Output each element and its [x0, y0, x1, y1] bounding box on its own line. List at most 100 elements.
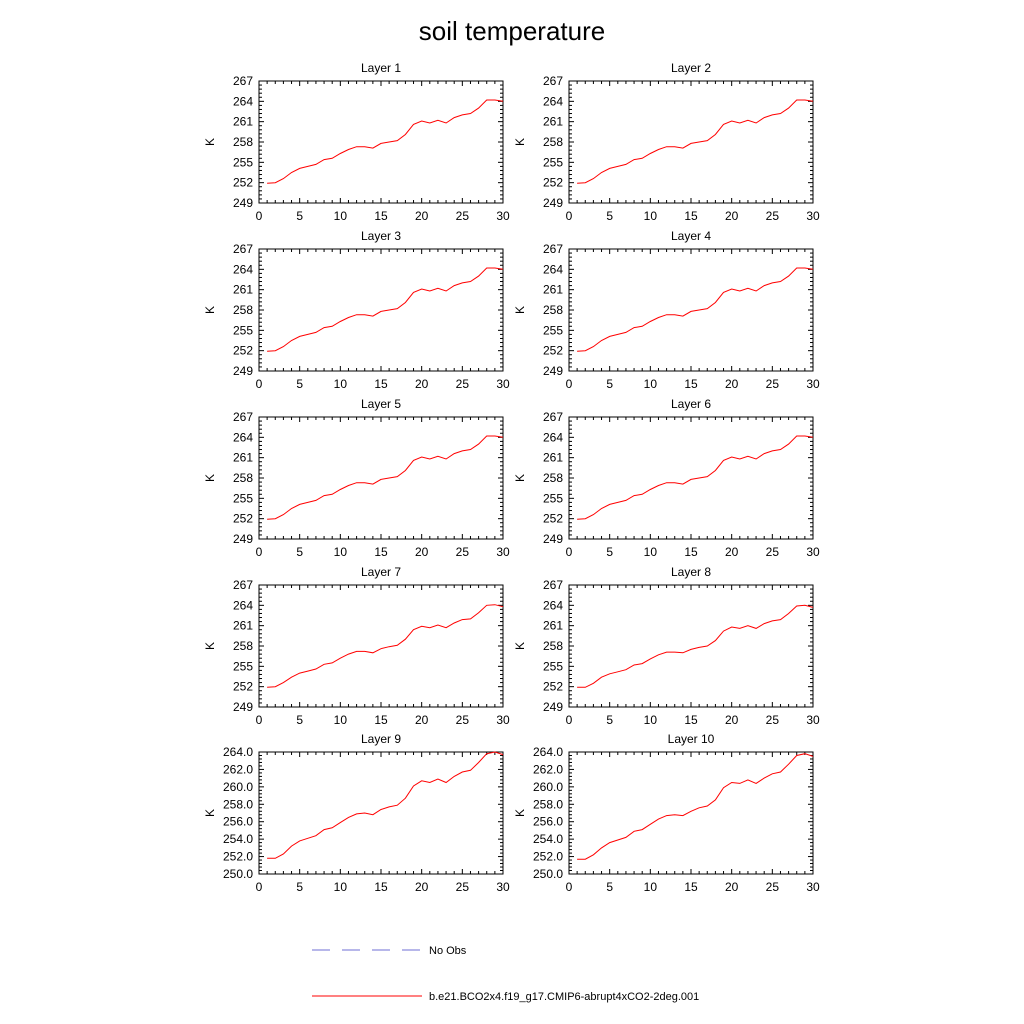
- plot-frame: [568, 751, 814, 875]
- y-tick-label: 264: [233, 430, 253, 444]
- y-tick-label: 256.0: [223, 815, 253, 829]
- panel-5: Layer 5 K 0 5 10 15 20 25 30 249 252 255 258 261 264 26…: [203, 397, 510, 559]
- y-tick-label: 252: [233, 176, 253, 190]
- x-tick-label: 25: [766, 209, 780, 223]
- x-tick-label: 20: [725, 545, 739, 559]
- x-tick-label: 15: [374, 713, 388, 727]
- x-tick-label: 25: [456, 545, 470, 559]
- y-tick-label: 255: [543, 155, 563, 169]
- x-tick-label: 5: [296, 377, 303, 391]
- x-tick-label: 0: [256, 545, 263, 559]
- y-tick-label: 255: [543, 659, 563, 673]
- x-tick-label: 20: [415, 880, 429, 894]
- y-axis-label: K: [513, 809, 527, 817]
- y-tick-label: 264.0: [223, 745, 253, 759]
- x-tick-label: 5: [296, 209, 303, 223]
- plot-frame: [568, 248, 814, 372]
- y-tick-label: 255: [543, 491, 563, 505]
- y-tick-label: 256.0: [533, 815, 563, 829]
- panel-2: Layer 2 K 0 5 10 15 20 25 30 249 252 255 258 261 264 26…: [513, 61, 820, 223]
- y-tick-label: 258: [233, 471, 253, 485]
- x-tick-label: 0: [256, 209, 263, 223]
- y-tick-label: 252: [543, 680, 563, 694]
- x-tick-label: 20: [725, 713, 739, 727]
- y-tick-label: 262.0: [223, 762, 253, 776]
- y-tick-label: 255: [543, 323, 563, 337]
- panel-title: Layer 8: [671, 565, 711, 579]
- x-tick-label: 10: [334, 880, 348, 894]
- x-tick-label: 10: [334, 377, 348, 391]
- x-tick-label: 30: [496, 545, 510, 559]
- panel-title: Layer 5: [361, 397, 401, 411]
- plot-frame: [258, 584, 504, 708]
- x-tick-label: 30: [496, 209, 510, 223]
- y-tick-label: 258: [543, 639, 563, 653]
- x-tick-label: 10: [644, 880, 658, 894]
- x-tick-label: 10: [644, 545, 658, 559]
- series-line: [267, 435, 504, 520]
- y-tick-label: 264: [543, 262, 563, 276]
- y-tick-label: 267: [543, 410, 563, 424]
- y-tick-label: 249: [233, 532, 253, 546]
- x-tick-label: 30: [806, 880, 820, 894]
- plot-frame: [258, 751, 504, 875]
- x-tick-label: 25: [456, 880, 470, 894]
- x-tick-label: 15: [684, 713, 698, 727]
- y-tick-label: 255: [233, 155, 253, 169]
- panel-6: Layer 6 K 0 5 10 15 20 25 30 249 252 255 258 261 264 26…: [513, 397, 820, 559]
- panel-title: Layer 1: [361, 61, 401, 75]
- y-axis-label: K: [513, 306, 527, 314]
- x-tick-label: 5: [296, 545, 303, 559]
- panel-title: Layer 6: [671, 397, 711, 411]
- x-tick-label: 30: [496, 713, 510, 727]
- x-tick-label: 10: [334, 209, 348, 223]
- series-line: [577, 99, 814, 184]
- plot-frame: [258, 416, 504, 540]
- series-line: [267, 267, 504, 352]
- x-tick-label: 10: [644, 713, 658, 727]
- series-line: [577, 753, 814, 860]
- y-axis-label: K: [203, 138, 217, 146]
- y-axis-label: K: [203, 809, 217, 817]
- panel-10: Layer 10 K 0 5 10 15 20 25 30 250.0 252.0 254.0 256.…: [513, 732, 820, 894]
- x-tick-label: 15: [684, 545, 698, 559]
- x-tick-label: 10: [644, 377, 658, 391]
- x-tick-label: 30: [496, 377, 510, 391]
- y-tick-label: 252.0: [533, 850, 563, 864]
- y-tick-label: 260.0: [533, 780, 563, 794]
- y-tick-label: 249: [543, 700, 563, 714]
- y-tick-label: 254.0: [223, 832, 253, 846]
- panel-1: Layer 1 K 0 5 10 15 20 25 30 249 252 255 258 261 264 26…: [203, 61, 510, 223]
- y-tick-label: 249: [233, 196, 253, 210]
- y-tick-label: 249: [543, 196, 563, 210]
- series-line: [577, 435, 814, 520]
- panel-4: Layer 4 K 0 5 10 15 20 25 30 249 252 255 258 261 264 26…: [513, 229, 820, 391]
- y-tick-label: 261: [543, 451, 563, 465]
- y-tick-label: 249: [233, 700, 253, 714]
- x-tick-label: 0: [566, 880, 573, 894]
- y-tick-label: 267: [543, 242, 563, 256]
- panel-8: Layer 8 K 0 5 10 15 20 25 30 249 252 255 258 261 264 26…: [513, 565, 820, 727]
- x-tick-label: 5: [296, 880, 303, 894]
- x-tick-label: 0: [256, 880, 263, 894]
- plot-frame: [568, 584, 814, 708]
- y-tick-label: 258.0: [223, 797, 253, 811]
- y-tick-label: 261: [233, 115, 253, 129]
- x-tick-label: 20: [725, 880, 739, 894]
- y-tick-label: 264: [233, 598, 253, 612]
- y-tick-label: 255: [233, 659, 253, 673]
- x-tick-label: 20: [415, 377, 429, 391]
- panel-title: Layer 7: [361, 565, 401, 579]
- plot-frame: [258, 80, 504, 204]
- x-tick-label: 15: [684, 880, 698, 894]
- x-tick-label: 5: [296, 713, 303, 727]
- y-tick-label: 258: [233, 639, 253, 653]
- y-tick-label: 261: [543, 619, 563, 633]
- x-tick-label: 30: [806, 545, 820, 559]
- y-tick-label: 264.0: [533, 745, 563, 759]
- x-tick-label: 10: [334, 713, 348, 727]
- y-axis-label: K: [203, 474, 217, 482]
- x-tick-label: 20: [415, 545, 429, 559]
- y-tick-label: 264: [233, 94, 253, 108]
- series-line: [267, 604, 504, 688]
